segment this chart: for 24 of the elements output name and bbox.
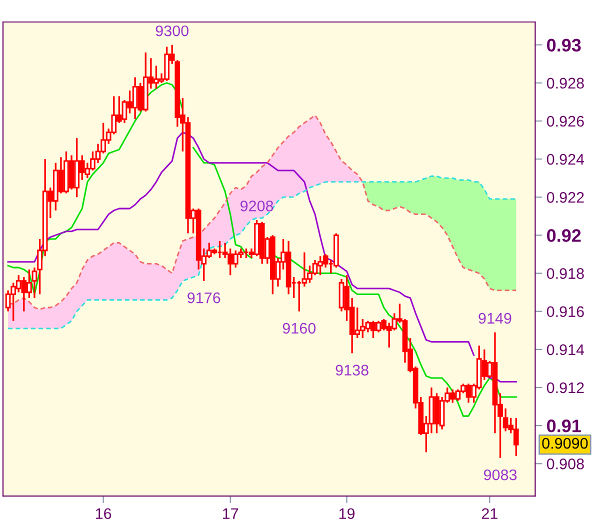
annotation: 9208	[240, 200, 274, 212]
annotation: 9160	[282, 322, 316, 334]
y-tick-label: 0.912	[546, 382, 584, 394]
annotation: 9176	[188, 292, 220, 304]
y-tick-label: 0.91	[547, 420, 581, 432]
annotation: 9300	[156, 25, 189, 36]
y-tick-label: 0.914	[546, 344, 584, 356]
text: 0.9090	[542, 438, 588, 449]
y-tick-label: 0.908	[546, 458, 584, 470]
annotation: 9138	[336, 364, 368, 376]
annotation: 9083	[484, 469, 517, 480]
x-tick-label: 19	[339, 508, 355, 519]
y-tick-label: 0.93	[547, 38, 581, 52]
y-tick-label: 0.928	[546, 78, 584, 89]
y-tick-label: 0.918	[546, 268, 584, 279]
x-tick-label: 21	[482, 508, 498, 519]
y-tick-label: 0.922	[546, 192, 584, 203]
y-tick-label: 0.916	[546, 306, 584, 318]
y-tick-label: 0.92	[547, 229, 581, 242]
x-tick-label: 16	[96, 508, 112, 519]
x-tick-label: 17	[223, 508, 238, 519]
annotation: 9149	[478, 312, 512, 324]
y-tick-label: 0.926	[546, 116, 584, 127]
y-tick-label: 0.924	[546, 154, 584, 165]
